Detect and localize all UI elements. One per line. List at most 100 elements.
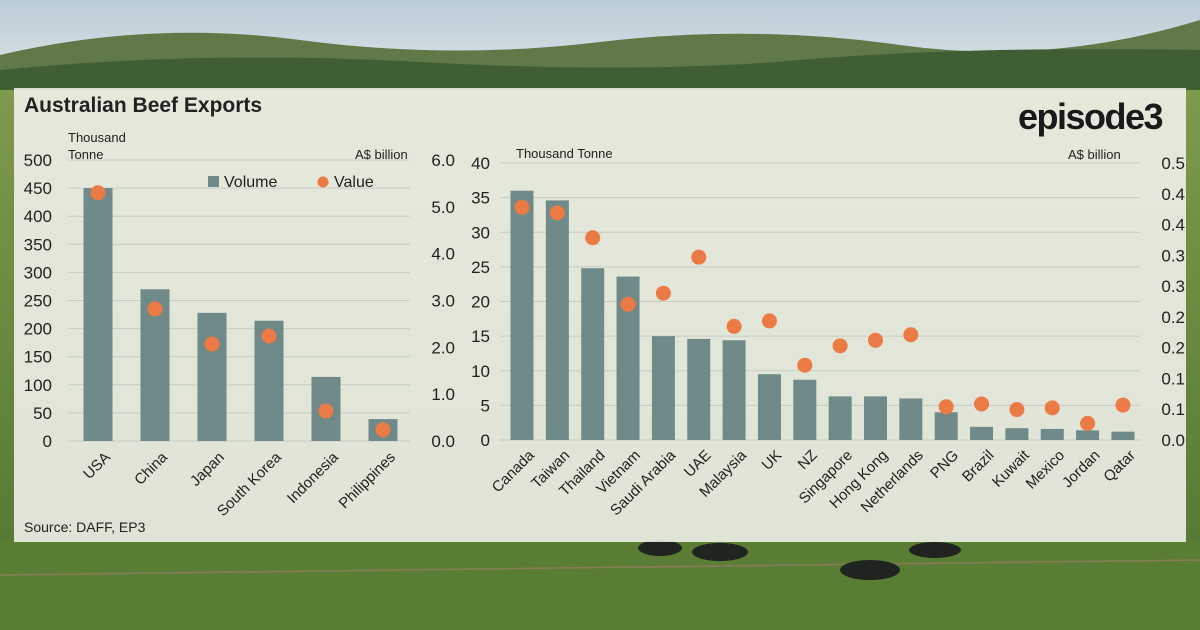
right-chart-right-tick-label: 0.0 [1161, 431, 1185, 450]
right-chart-right-tick-label: 0.3 [1161, 277, 1185, 296]
right-chart-bar-brazil [970, 426, 994, 440]
right-chart-left-tick-label: 35 [471, 189, 490, 208]
left-chart-left-tick-label: 450 [24, 179, 52, 198]
left-chart-right-tick-label: 0.0 [431, 432, 455, 451]
brand-logo: episode3 [1018, 96, 1164, 137]
left-chart-right-tick-label: 2.0 [431, 338, 455, 357]
right-chart-value-dot-brazil [974, 396, 990, 412]
left-chart-value-dot-china [147, 301, 163, 317]
left-chart-category-label: USA [80, 449, 114, 483]
right-chart-left-tick-label: 5 [481, 396, 490, 415]
left-chart-left-tick-label: 200 [24, 320, 52, 339]
left-chart-left-tick-label: 250 [24, 292, 52, 311]
right-chart-bar-canada [510, 190, 534, 440]
right-chart-left-tick-label: 40 [471, 154, 490, 173]
right-chart-left-tick-label: 30 [471, 223, 490, 242]
left-chart-category-label: Indonesia [284, 448, 342, 506]
right-chart-value-dot-canada [514, 199, 530, 215]
left-chart-right-tick-label: 4.0 [431, 245, 455, 264]
right-chart-right-tick-label: 0.4 [1161, 185, 1185, 204]
right-chart-value-dot-singapore [832, 338, 848, 354]
left-chart-value-dot-south-korea [261, 328, 277, 344]
right-chart-left-tick-label: 20 [471, 293, 490, 312]
right-chart-right-tick-label: 0.1 [1161, 369, 1185, 388]
left-chart-value-dot-usa [90, 185, 106, 201]
right-chart-category-label: PNG [927, 447, 962, 482]
right-chart-bar-taiwan [545, 200, 569, 440]
left-chart-value-dot-philippines [375, 422, 391, 438]
left-chart-category-label: Philippines [336, 449, 399, 512]
right-chart-left-tick-label: 10 [471, 362, 490, 381]
right-chart-left-tick-label: 25 [471, 258, 490, 277]
right-chart-category-label: NZ [795, 447, 821, 473]
legend-value-swatch [317, 176, 329, 188]
left-chart-left-tick-label: 100 [24, 376, 52, 395]
left-chart-left-axis-label: Thousand Tonne [68, 130, 126, 162]
right-chart-value-dot-netherlands [903, 327, 919, 343]
right-chart-value-dot-malaysia [726, 318, 742, 334]
right-chart-value-dot-hong-kong [868, 332, 883, 348]
right-chart-right-tick-label: 0.3 [1161, 246, 1185, 265]
left-chart-value-dot-indonesia [318, 403, 334, 419]
left-chart-left-tick-label: 50 [33, 404, 52, 423]
legend-volume-swatch [208, 176, 219, 187]
right-chart-right-tick-label: 0.2 [1161, 339, 1185, 358]
right-chart-bar-netherlands [899, 398, 923, 440]
left-chart-left-tick-label: 500 [24, 151, 52, 170]
legend-volume-label: Volume [224, 174, 277, 191]
right-chart-left-tick-label: 0 [481, 431, 490, 450]
right-chart-bar-mexico [1040, 428, 1064, 440]
left-chart-right-tick-label: 5.0 [431, 198, 455, 217]
left-chart-value-dot-japan [204, 336, 220, 352]
right-chart-bar-thailand [581, 268, 605, 440]
right-chart-value-dot-saudi-arabia [655, 285, 671, 301]
right-chart-value-dot-jordan [1080, 415, 1096, 431]
right-chart-value-dot-mexico [1044, 400, 1060, 416]
right-chart-right-tick-label: 0.4 [1161, 216, 1185, 235]
left-chart-category-label: China [131, 448, 171, 488]
left-chart-right-tick-label: 1.0 [431, 385, 455, 404]
left-chart-right-tick-label: 6.0 [431, 151, 455, 170]
right-chart-category-label: Canada [489, 446, 539, 496]
right-chart-bar-uk [757, 374, 781, 440]
right-chart-value-dot-nz [797, 357, 813, 373]
right-chart-value-dot-uk [761, 313, 777, 329]
left-chart-bar-usa [83, 188, 113, 441]
right-chart-right-tick-label: 0.5 [1161, 154, 1185, 173]
right-chart-category-label: Jordan [1059, 447, 1103, 491]
page-title: Australian Beef Exports [24, 94, 263, 117]
right-chart-value-dot-vietnam [620, 296, 636, 312]
right-chart-right-axis-label: A$ billion [1068, 147, 1121, 162]
right-chart-category-label: Qatar [1100, 447, 1139, 486]
right-chart-bar-hong-kong [864, 396, 887, 440]
right-chart-bar-saudi-arabia [651, 336, 675, 440]
source-note: Source: DAFF, EP3 [24, 519, 146, 535]
right-chart-right-tick-label: 0.1 [1161, 400, 1185, 419]
right-chart-bar-qatar [1111, 431, 1135, 440]
left-chart-category-label: Japan [187, 449, 228, 490]
left-chart-bar-japan [197, 312, 227, 441]
right-chart-category-label: UK [759, 447, 786, 474]
right-chart-bar-jordan [1076, 430, 1100, 440]
right-chart-bar-singapore [828, 396, 852, 440]
left-chart-right-axis-label: A$ billion [355, 147, 408, 162]
right-chart-value-dot-uae [691, 249, 707, 265]
right-chart-value-dot-thailand [585, 230, 601, 246]
right-chart-bar-malaysia [722, 340, 746, 440]
left-chart-left-tick-label: 350 [24, 235, 52, 254]
right-chart-value-dot-png [938, 399, 954, 415]
left-chart-left-tick-label: 300 [24, 263, 52, 282]
right-chart-bar-nz [793, 379, 817, 440]
right-chart-bar-vietnam [616, 276, 640, 440]
right-chart-value-dot-qatar [1115, 397, 1131, 413]
left-chart-left-tick-label: 150 [24, 348, 52, 367]
left-chart-right-tick-label: 3.0 [431, 292, 455, 311]
right-chart-category-label: Mexico [1023, 447, 1069, 493]
right-chart-bar-kuwait [1005, 428, 1029, 440]
left-chart-left-tick-label: 400 [24, 207, 52, 226]
right-chart-right-tick-label: 0.2 [1161, 308, 1185, 327]
right-chart-value-dot-taiwan [549, 205, 565, 221]
legend-value-label: Value [334, 174, 374, 191]
left-chart-left-tick-label: 0 [43, 432, 52, 451]
